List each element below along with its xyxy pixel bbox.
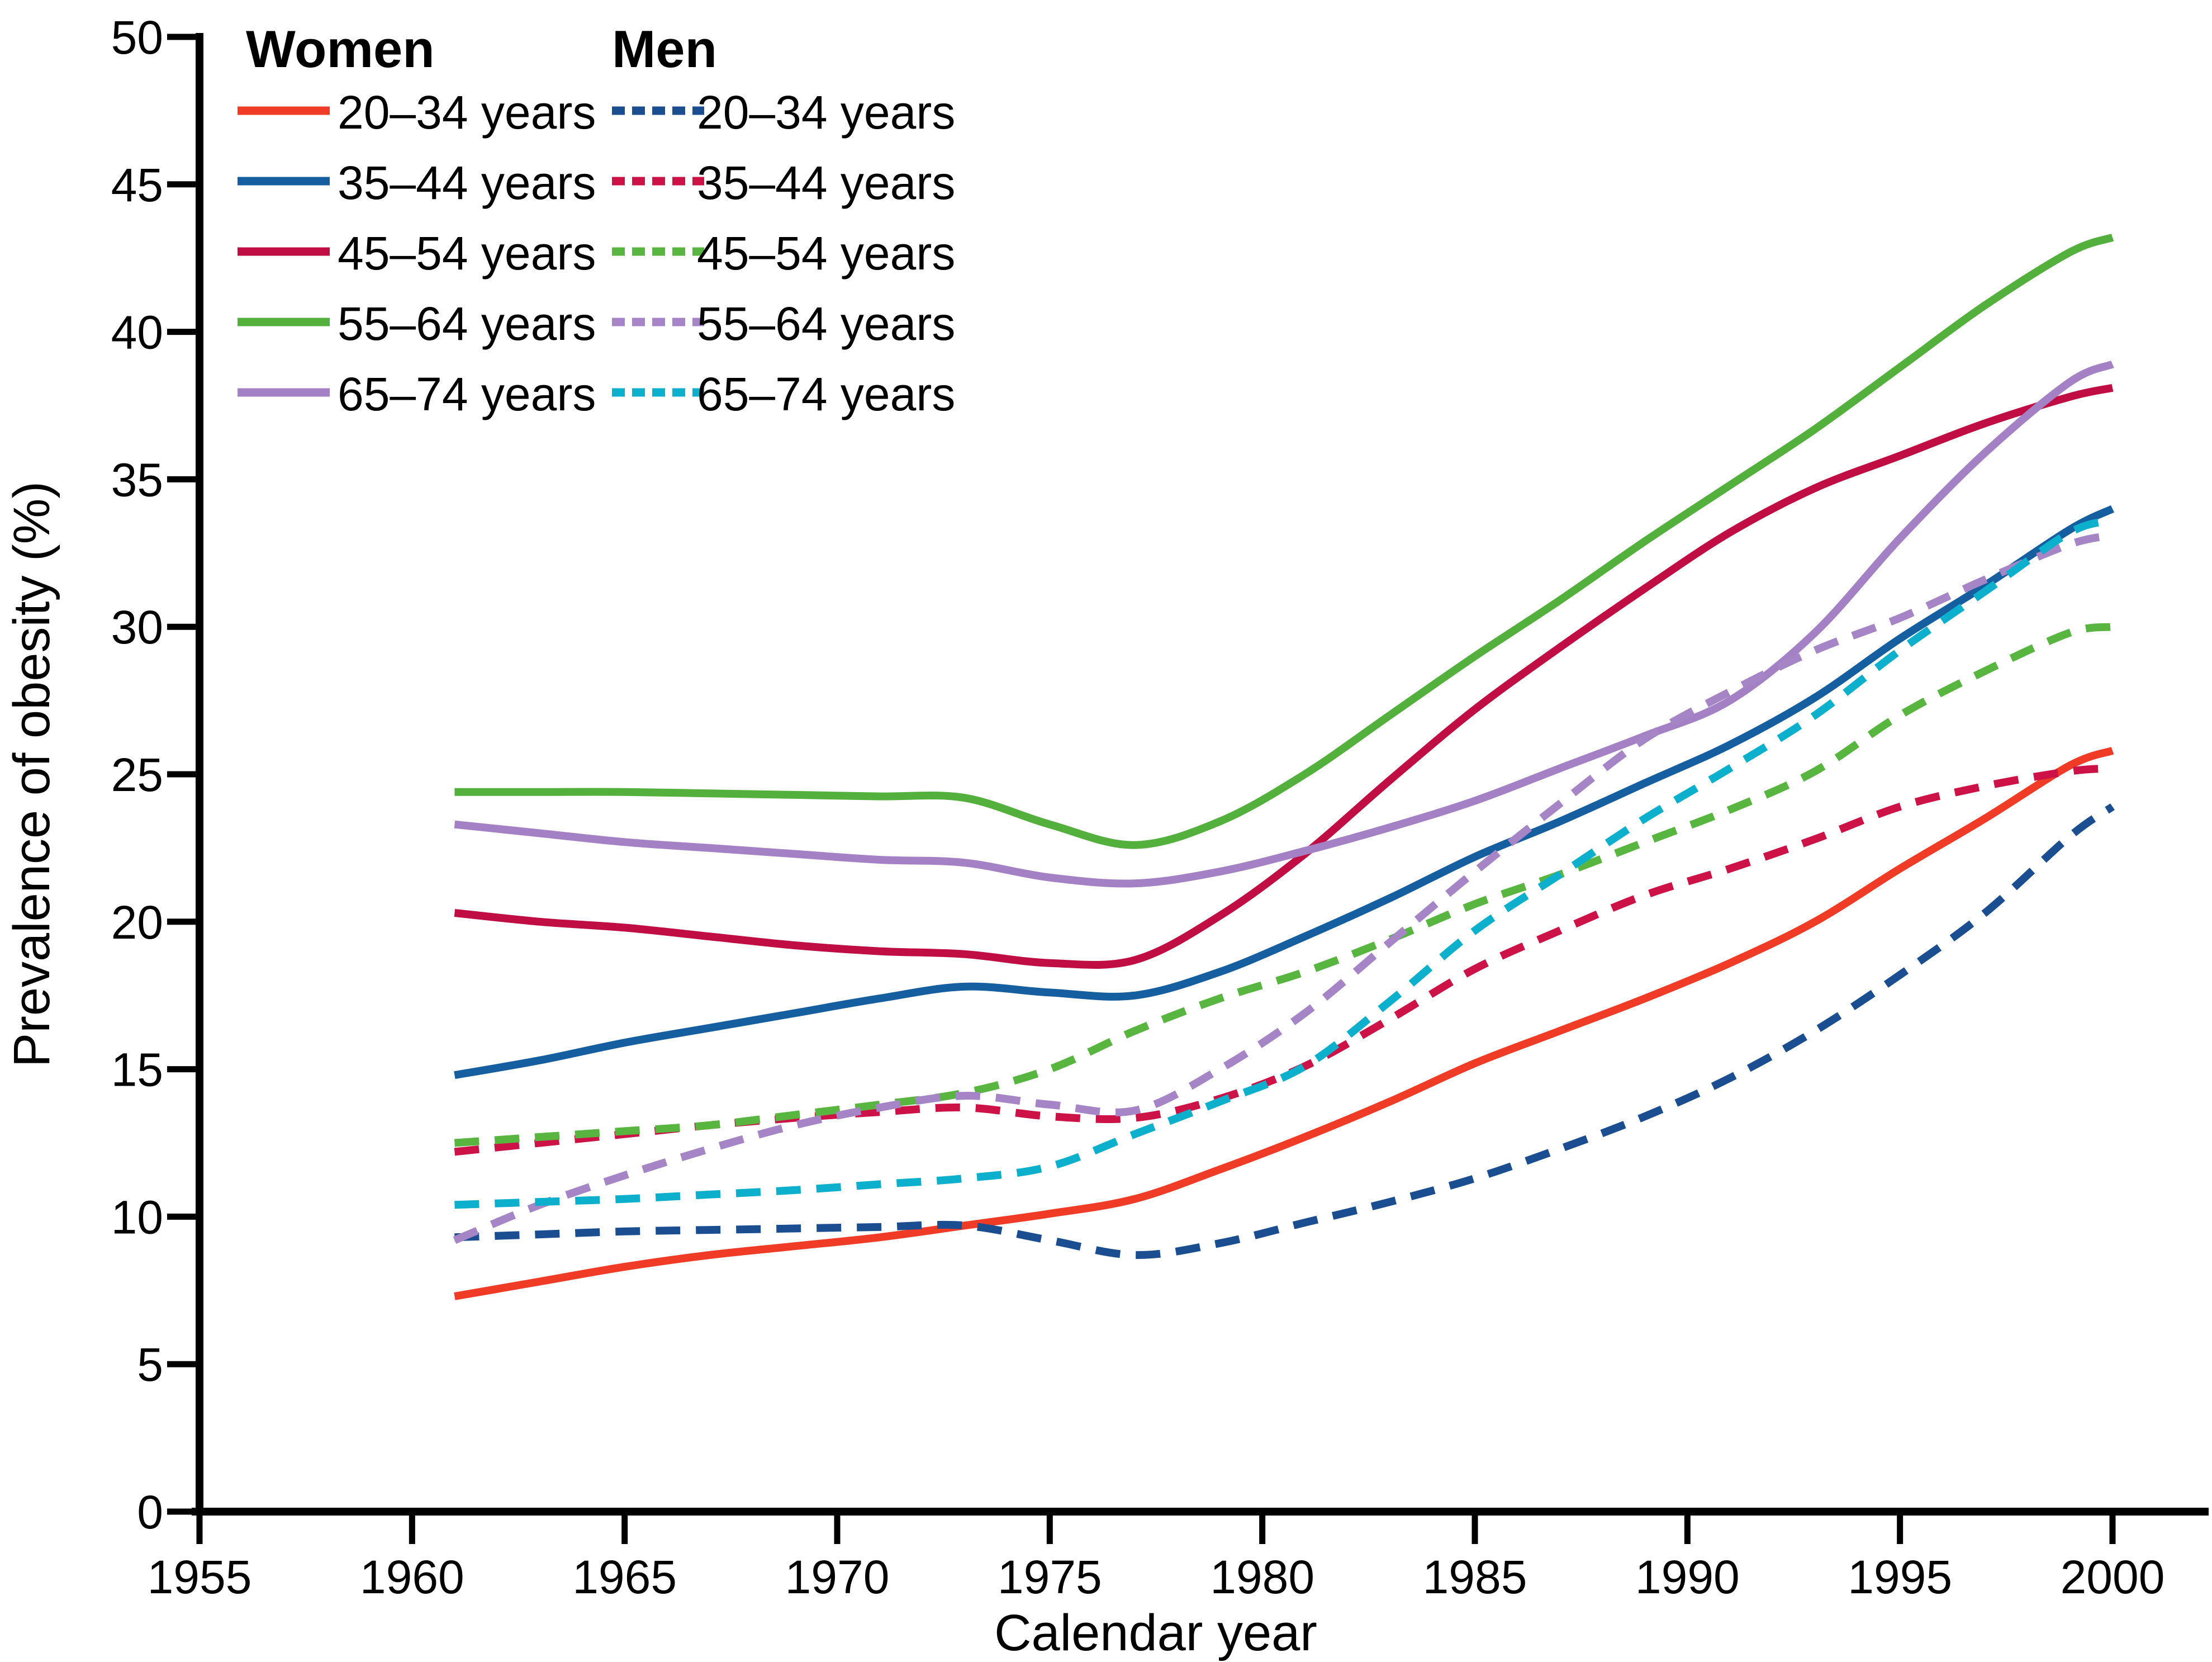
- series-line-women-65-74-years: [454, 361, 2114, 888]
- y-tick-label-25: 25: [111, 749, 163, 801]
- x-tick-label-1955: 1955: [148, 1551, 252, 1603]
- series-line-men-35-44-years: [454, 764, 2113, 1156]
- y-tick-label-0: 0: [137, 1486, 163, 1538]
- legend-label-men-20-34-years: 20–34 years: [697, 86, 955, 139]
- legend-label-women-55-64-years: 55–64 years: [338, 297, 596, 350]
- x-tick-label-1975: 1975: [998, 1551, 1102, 1603]
- series-line-men-65-74-years: [454, 517, 2114, 1209]
- y-tick-label-15: 15: [111, 1044, 163, 1096]
- legend-header-women: Women: [246, 20, 435, 78]
- series-line-women-45-54-years: [454, 383, 2114, 969]
- y-tick-label-20: 20: [111, 896, 163, 949]
- series-line-women-35-44-years: [454, 505, 2115, 1079]
- legend-label-men-45-54-years: 45–54 years: [697, 227, 955, 280]
- series-line-men-55-64-years: [453, 531, 2114, 1244]
- x-tick-label-1990: 1990: [1635, 1551, 1740, 1603]
- legend-label-men-55-64-years: 55–64 years: [697, 297, 955, 350]
- legend-header-men: Men: [612, 20, 717, 78]
- y-tick-label-40: 40: [111, 306, 163, 359]
- series-line-men-20-34-years: [454, 803, 2115, 1259]
- series-line-men-45-54-years: [454, 623, 2113, 1147]
- x-tick-label-1965: 1965: [572, 1551, 677, 1603]
- y-tick-label-35: 35: [111, 453, 163, 506]
- legend-label-men-65-74-years: 65–74 years: [697, 368, 955, 420]
- y-axis-label: Prevalence of obesity (%): [3, 481, 60, 1067]
- series-line-women-20-34-years: [454, 747, 2114, 1300]
- legend: Women 20–34 years 35–44 years 45–54 years 55…: [238, 20, 955, 420]
- y-tick-label-45: 45: [111, 159, 163, 211]
- legend-label-women-65-74-years: 65–74 years: [338, 368, 596, 420]
- x-axis-label: Calendar year: [994, 1604, 1317, 1661]
- x-tick-label-1985: 1985: [1423, 1551, 1527, 1603]
- y-tick-label-10: 10: [111, 1191, 163, 1243]
- axes: 1955 1960 1965 1970 1975 1980 1985 1990 1995 2000…: [111, 11, 2209, 1603]
- x-tick-label-2000: 2000: [2061, 1551, 2165, 1603]
- series-line-women-55-64-years: [454, 234, 2114, 849]
- series-lines: [453, 234, 2115, 1300]
- x-tick-label-1980: 1980: [1210, 1551, 1314, 1603]
- x-tick-label-1970: 1970: [785, 1551, 890, 1603]
- y-tick-label-5: 5: [137, 1338, 163, 1391]
- legend-label-women-20-34-years: 20–34 years: [338, 86, 596, 139]
- legend-label-women-45-54-years: 45–54 years: [338, 227, 596, 280]
- x-tick-label-1995: 1995: [1848, 1551, 1952, 1603]
- legend-label-men-35-44-years: 35–44 years: [697, 157, 955, 209]
- x-tick-label-1960: 1960: [360, 1551, 464, 1603]
- legend-label-women-35-44-years: 35–44 years: [338, 157, 596, 209]
- y-tick-label-50: 50: [111, 11, 163, 64]
- y-tick-label-30: 30: [111, 601, 163, 654]
